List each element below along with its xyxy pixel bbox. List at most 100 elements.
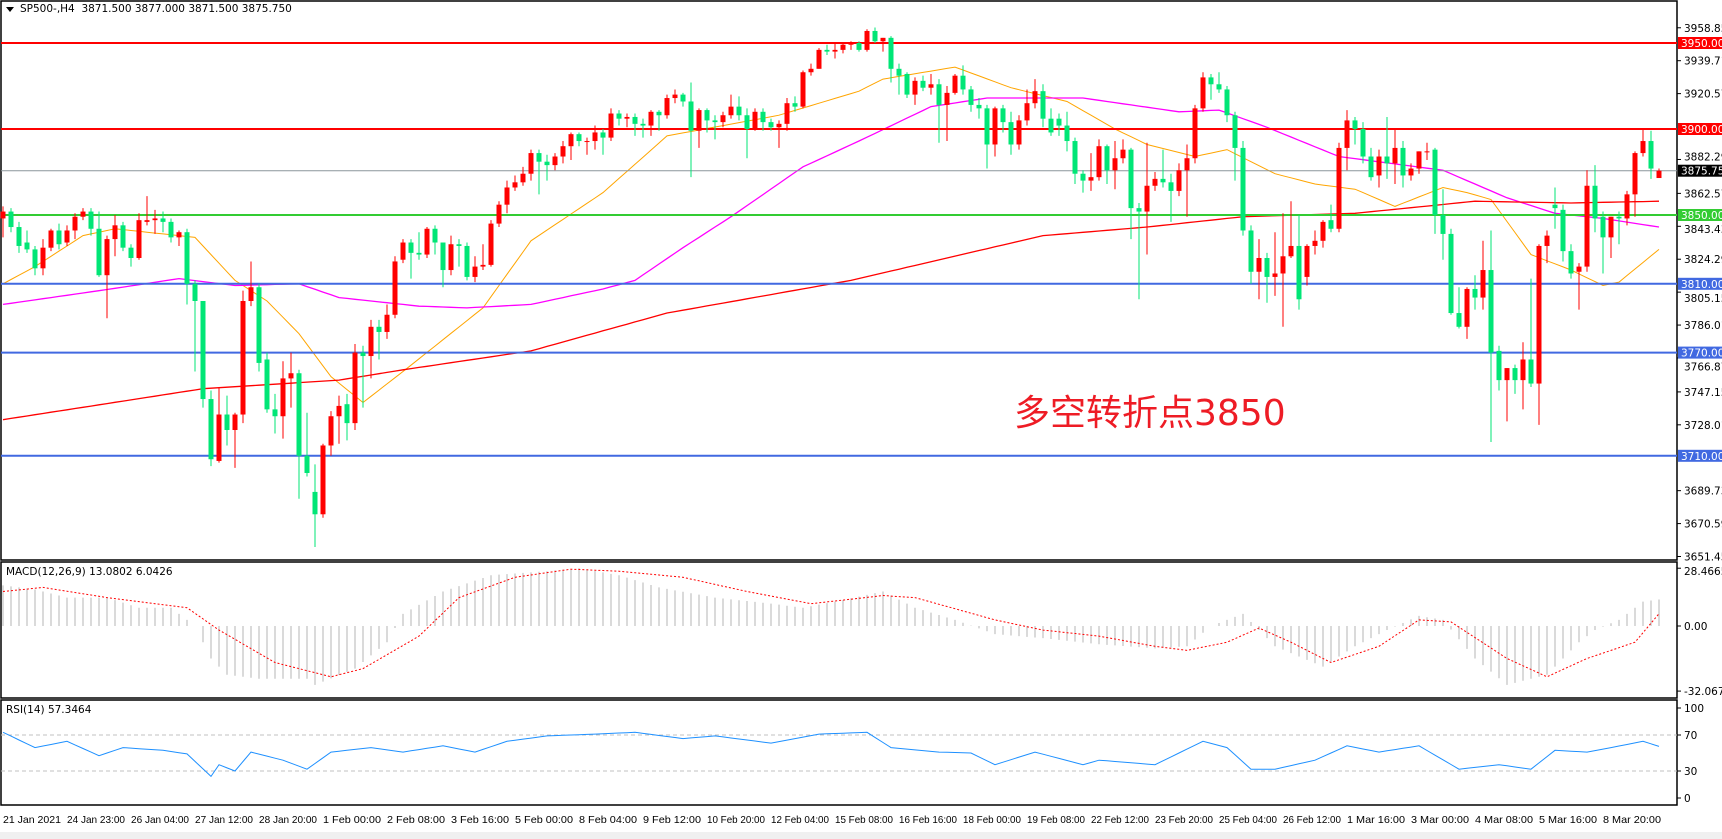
candle-body: [680, 94, 686, 102]
candle: [472, 256, 478, 283]
candle: [544, 154, 550, 181]
candle-body: [1360, 129, 1366, 157]
candle-body: [544, 161, 550, 166]
candle: [856, 41, 862, 52]
candle-body: [696, 110, 702, 131]
candle: [136, 213, 142, 260]
candle-body: [496, 204, 502, 224]
candle-body: [992, 108, 998, 145]
candle-body: [344, 404, 350, 424]
candle: [456, 239, 462, 267]
price-tick-label: 3766.870: [1684, 362, 1722, 374]
candle-body: [512, 182, 518, 188]
candle-body: [792, 103, 798, 107]
candle: [1016, 115, 1022, 150]
candle-body: [1568, 251, 1574, 274]
candle: [1000, 104, 1006, 133]
candle: [728, 94, 734, 119]
candle: [1480, 240, 1486, 310]
candle: [80, 208, 86, 221]
candle: [968, 86, 974, 112]
candle-body: [384, 314, 390, 332]
chart-header: SP500-,H4 3871.500 3877.000 3871.500 387…: [6, 3, 292, 15]
candle: [1048, 108, 1054, 136]
candle: [848, 41, 854, 50]
candle-body: [1632, 153, 1638, 195]
candle-body: [1384, 156, 1390, 164]
candle-body: [1144, 185, 1150, 212]
candle: [936, 79, 942, 143]
candle: [112, 215, 118, 257]
candle: [1008, 111, 1014, 155]
candle-body: [72, 216, 78, 231]
candle-body: [208, 399, 214, 460]
candle-body: [0, 211, 6, 219]
candle: [1384, 116, 1390, 179]
rsi-tick-label: 30: [1684, 766, 1697, 778]
candle: [1416, 151, 1422, 174]
candle: [488, 220, 494, 267]
rsi-tick-label: 0: [1684, 793, 1691, 805]
price-tick-label: 3670.590: [1684, 519, 1722, 531]
time-tick-label: 1 Mar 16:00: [1347, 814, 1405, 826]
candle: [960, 65, 966, 95]
price-level-tag-label: 3875.750: [1681, 166, 1722, 178]
moving-average-line: [2, 200, 1660, 421]
candle: [16, 221, 22, 253]
price-tick-label: 3824.290: [1684, 254, 1722, 266]
candle-body: [336, 405, 342, 417]
candle-body: [1616, 216, 1622, 219]
candle-body: [1600, 216, 1606, 238]
candle: [1232, 111, 1238, 181]
dropdown-triangle-icon[interactable]: [6, 6, 14, 12]
candle-body: [184, 232, 190, 284]
candle: [640, 118, 646, 138]
candle-body: [1008, 122, 1014, 145]
candle: [352, 344, 358, 430]
time-tick-label: 23 Feb 20:00: [1155, 814, 1213, 826]
time-tick-label: 28 Jan 20:00: [259, 814, 317, 826]
candle: [1040, 84, 1046, 128]
candle-body: [232, 414, 238, 430]
candle-body: [488, 223, 494, 265]
candle: [384, 304, 390, 339]
candle-body: [216, 414, 222, 461]
candle: [208, 390, 214, 467]
candle: [624, 113, 630, 128]
candle-body: [8, 211, 14, 228]
candle: [1600, 211, 1606, 274]
candle-body: [1464, 288, 1470, 327]
candle: [592, 125, 598, 150]
candle: [328, 411, 334, 456]
candle: [952, 73, 958, 95]
symbol-timeframe: SP500-,H4: [20, 3, 75, 15]
rsi-pane-border: [0, 699, 1678, 806]
candle: [1312, 230, 1318, 255]
candle-body: [48, 230, 54, 248]
time-tick-label: 8 Feb 04:00: [579, 814, 637, 826]
candle: [776, 120, 782, 148]
candle-body: [1336, 147, 1342, 229]
candle: [344, 393, 350, 441]
price-tick-label: 3728.010: [1684, 420, 1722, 432]
candle: [304, 412, 310, 477]
candle: [256, 283, 262, 372]
ohlc-readout: 3871.500 3877.000 3871.500 3875.750: [81, 3, 292, 15]
candle: [1352, 116, 1358, 145]
candle: [632, 113, 638, 136]
candle: [864, 29, 870, 52]
candle-body: [656, 111, 662, 116]
candle-body: [1056, 118, 1062, 126]
candle-body: [1504, 368, 1510, 381]
candle: [824, 44, 830, 56]
candle-body: [664, 98, 670, 116]
candle: [568, 132, 574, 160]
candle: [1120, 139, 1126, 164]
candle-body: [632, 116, 638, 124]
candle-body: [1376, 156, 1382, 176]
candle: [1272, 232, 1278, 296]
candle-body: [1200, 77, 1206, 109]
candle-body: [1232, 115, 1238, 148]
candle: [1216, 72, 1222, 93]
